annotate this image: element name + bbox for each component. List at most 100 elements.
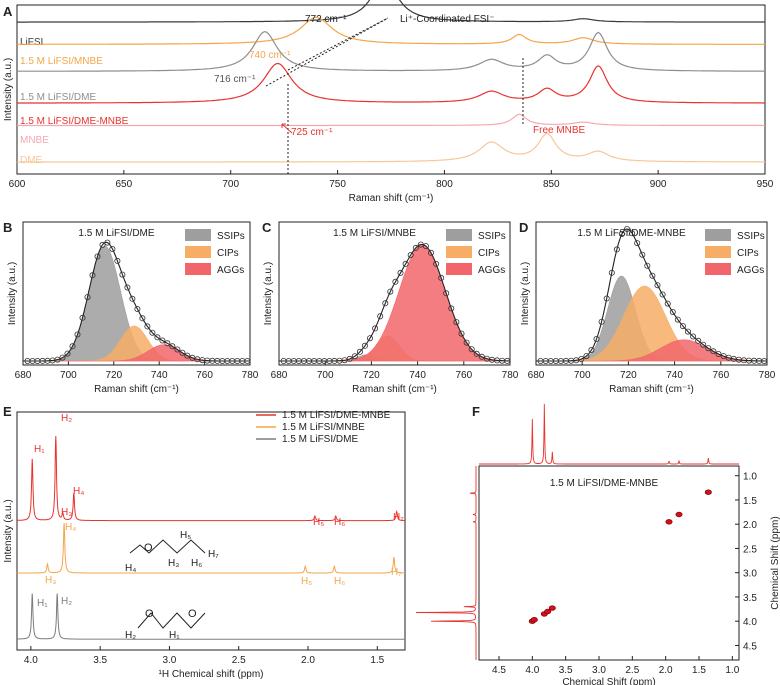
panel-label: F (472, 404, 480, 419)
x-tick-label: 760 (196, 370, 213, 381)
panel-a-tick-label: 600 (9, 179, 26, 190)
data-point (94, 253, 101, 260)
data-point (144, 323, 151, 330)
panel-a-series-label: 1.5 M LiFSI/DME (20, 92, 96, 103)
x-tick-label: 720 (363, 370, 380, 381)
panel-label: C (262, 220, 272, 235)
data-point (593, 335, 600, 342)
peak-label: H₅ (313, 517, 324, 528)
panel-a-annotation: 772 cm⁻¹ (305, 14, 347, 25)
peak-label: H₆ (334, 576, 345, 587)
fit-envelope (536, 228, 767, 362)
panel-a-series-label: DME (20, 155, 43, 166)
data-point (164, 340, 171, 347)
axis-xlabel: Raman shift (cm⁻¹) (94, 384, 179, 395)
data-point (608, 269, 615, 276)
peak-label: H₄ (65, 522, 76, 533)
x-tick-label: 2.0 (659, 665, 673, 676)
x-tick-label: 780 (242, 370, 259, 381)
data-point (124, 284, 131, 291)
panel-a-annotation: Free MNBE (533, 125, 586, 136)
panel-a-frame (16, 4, 766, 175)
data-point (139, 315, 146, 322)
x-tick-label: 4.0 (525, 665, 539, 676)
fit-component-cips (536, 285, 767, 362)
data-point (54, 356, 61, 363)
x-tick-label: 740 (409, 370, 426, 381)
legend-swatch (185, 263, 211, 275)
axis-xlabel: ¹H Chemical shift (ppm) (158, 669, 263, 680)
data-point (169, 343, 176, 350)
x-tick-label: 700 (574, 370, 591, 381)
data-point (639, 251, 646, 258)
panel-b-frame (22, 221, 251, 366)
legend-label: SSIPs (737, 231, 765, 242)
panel-a-tick-label: 800 (436, 179, 453, 190)
x-tick-label: 680 (15, 370, 32, 381)
data-point (159, 337, 166, 344)
subplot-title: 1.5 M LiFSI/DME-MNBE (550, 478, 659, 489)
data-point (407, 251, 414, 258)
peak-label: H₆ (334, 517, 345, 528)
x-tick-label: 780 (502, 370, 519, 381)
panel-e-frame (16, 411, 406, 651)
x-tick-label: 720 (620, 370, 637, 381)
peak-label: H₂ (61, 596, 72, 607)
legend-label: CIPs (737, 248, 759, 259)
data-point (468, 346, 475, 353)
dme-structure (137, 612, 206, 629)
data-point (700, 341, 707, 348)
panel-a-guide-line (287, 17, 389, 71)
legend-label: AGGs (217, 265, 244, 276)
panel-a-series-line (17, 132, 765, 163)
y-tick-label: 3.0 (743, 569, 757, 580)
top-projection-line (479, 403, 739, 465)
panel-a-series-label: 1.5 M LiFSI/MNBE (20, 56, 103, 67)
panel-c-frame (278, 221, 511, 366)
data-point (705, 345, 712, 352)
y-tick-label: 4.5 (743, 641, 757, 652)
data-point (382, 300, 389, 307)
fit-envelope (279, 243, 510, 362)
data-point (346, 355, 353, 362)
legend-label: CIPs (217, 248, 239, 259)
y-tick-label: 3.5 (743, 593, 757, 604)
legend-label: AGGs (737, 265, 764, 276)
panel-label: D (519, 220, 528, 235)
data-point (427, 249, 434, 256)
data-point (69, 343, 76, 350)
data-point (629, 230, 636, 237)
panel-f-frame (478, 465, 740, 661)
fit-component-cips (23, 325, 250, 362)
mnbe-structure (129, 539, 206, 554)
x-tick-label: 2.5 (232, 655, 246, 666)
legend-swatch (185, 246, 211, 258)
data-point (104, 239, 111, 246)
peak-label: H₃ (61, 507, 72, 518)
x-tick-label: 700 (317, 370, 334, 381)
data-point (244, 357, 251, 364)
peak-label: H₃ (45, 575, 56, 586)
legend-label: 1.5 M LiFSI/DME (282, 434, 358, 445)
legend-swatch (446, 246, 472, 258)
legend-swatch (705, 263, 731, 275)
peak-label: H₁ (34, 444, 45, 455)
data-point (79, 314, 86, 321)
panel-a-label: A (3, 4, 13, 19)
data-point (478, 353, 485, 360)
data-point (618, 230, 625, 237)
y-tick-label: 2.0 (743, 520, 757, 531)
data-point (412, 244, 419, 251)
panel-a-annotation: 725 cm⁻¹ (291, 127, 333, 138)
legend-swatch (705, 229, 731, 241)
data-point (174, 346, 181, 353)
fit-component-aggs (279, 244, 511, 362)
legend-swatch (705, 246, 731, 258)
data-point (634, 240, 641, 247)
legend-label: 1.5 M LiFSI/DME-MNBE (282, 410, 391, 421)
panel-a-series-line (17, 16, 765, 45)
legend-label: SSIPs (478, 231, 506, 242)
legend-label: CIPs (478, 248, 500, 259)
legend-swatch (446, 263, 472, 275)
data-point (674, 316, 681, 323)
